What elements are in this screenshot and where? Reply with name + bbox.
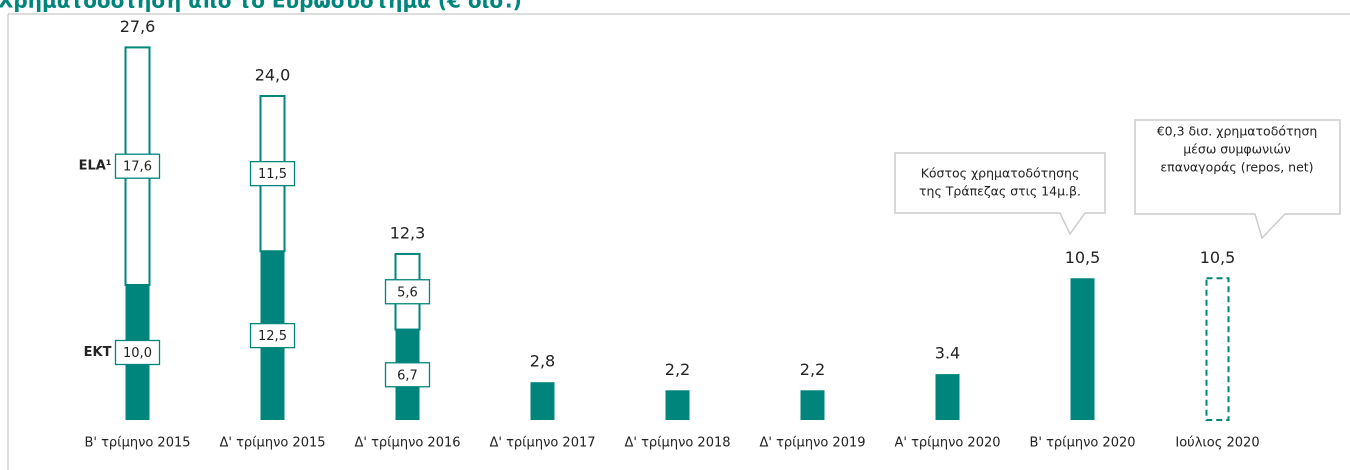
callout	[894, 152, 1106, 236]
x-tick-label: Δ' τρίμηνο 2017	[489, 436, 595, 451]
x-tick-label: Δ' τρίμηνο 2016	[354, 436, 460, 451]
segment-label-box	[249, 322, 296, 349]
segment-label: 17,6	[123, 160, 152, 175]
annotation-text: Κόστος χρηματοδότησης	[921, 166, 1080, 181]
bar-segment	[665, 390, 690, 420]
bar-segment	[935, 374, 960, 420]
x-tick-label: Δ' τρίμηνο 2018	[624, 436, 730, 451]
total-label: 2,2	[665, 360, 690, 379]
x-tick-label: Α' τρίμηνο 2020	[894, 436, 1000, 451]
total-label: 24,0	[255, 66, 291, 85]
total-label: 10,5	[1200, 248, 1236, 267]
total-label: 10,5	[1065, 248, 1101, 267]
annotation-text: της Τράπεζας στις 14μ.β.	[919, 184, 1081, 199]
legend-label: ΕΚΤ	[84, 345, 112, 360]
x-tick-label: Δ' τρίμηνο 2015	[219, 436, 325, 451]
total-label: 3.4	[935, 344, 960, 363]
bar-segment	[800, 390, 825, 420]
annotation-text: €0,3 δισ. χρηματοδότηση	[1157, 124, 1318, 139]
bar-segment	[530, 382, 555, 420]
callout	[1134, 119, 1341, 240]
segment-label-box	[114, 339, 161, 366]
x-tick-label: Β' τρίμηνο 2020	[1029, 436, 1135, 451]
segment-label: 10,0	[123, 346, 152, 361]
segment-label: 12,5	[258, 329, 287, 344]
total-label: 12,3	[390, 223, 426, 242]
segment-label: 5,6	[397, 285, 418, 300]
legend-label: ELA¹	[79, 159, 112, 174]
total-label: 2,2	[800, 360, 825, 379]
x-tick-label: Ιούλιος 2020	[1175, 436, 1259, 451]
segment-label-box	[114, 153, 161, 179]
chart-title: Χρηματοδότηση από το Ευρωσύστημα (€ δισ.…	[0, 0, 522, 13]
bar-segment	[1070, 278, 1095, 420]
segment-label-box	[384, 362, 431, 388]
segment-label: 11,5	[258, 167, 287, 182]
total-label: 27,6	[120, 17, 156, 36]
total-label: 2,8	[530, 352, 555, 371]
segment-label: 6,7	[397, 368, 418, 383]
segment-label-box	[384, 279, 431, 305]
segment-label-box	[249, 160, 296, 187]
annotation-text: επαναγοράς (repos, net)	[1160, 160, 1313, 175]
annotation-text: μέσω συμφωνιών	[1183, 142, 1291, 157]
bar-segment	[1205, 277, 1230, 421]
x-tick-label: Β' τρίμηνο 2015	[84, 436, 190, 451]
x-tick-label: Δ' τρίμηνο 2019	[759, 436, 865, 451]
